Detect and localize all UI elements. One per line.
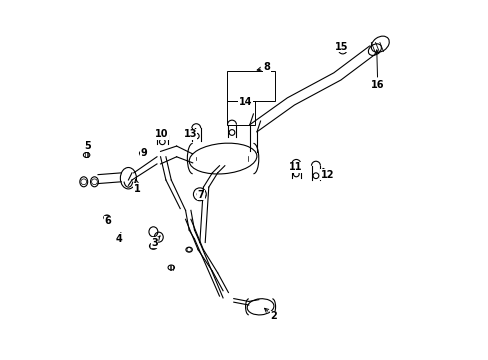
Text: 13: 13 xyxy=(183,129,197,139)
Text: 15: 15 xyxy=(335,42,348,52)
Text: 6: 6 xyxy=(104,216,111,226)
Text: 11: 11 xyxy=(288,162,302,172)
Bar xyxy=(226,71,274,102)
Text: 1: 1 xyxy=(134,179,141,194)
Text: 3: 3 xyxy=(151,236,160,248)
Text: 2: 2 xyxy=(264,308,277,321)
Text: 7: 7 xyxy=(197,190,204,200)
Text: 4: 4 xyxy=(115,233,122,244)
Text: 12: 12 xyxy=(320,168,334,180)
Text: 5: 5 xyxy=(84,141,91,152)
Text: 9: 9 xyxy=(140,148,147,158)
Bar xyxy=(226,102,255,125)
Text: 14: 14 xyxy=(238,97,252,107)
Text: 10: 10 xyxy=(155,129,168,139)
Text: 16: 16 xyxy=(370,50,384,90)
Text: 8: 8 xyxy=(257,63,270,72)
